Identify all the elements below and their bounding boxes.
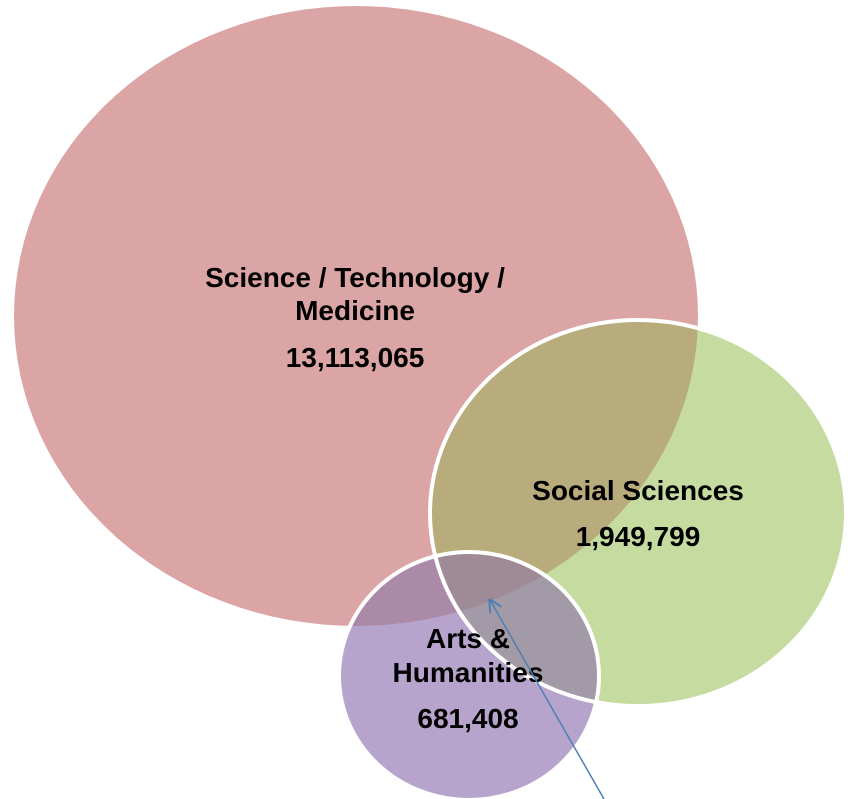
overlap-pointer-arrow	[490, 600, 605, 799]
arts-count: 681,408	[417, 703, 518, 734]
stm-count: 13,113,065	[286, 342, 425, 373]
arts-label-line-1: Arts &	[426, 623, 510, 654]
arts-humanities-outline	[337, 550, 601, 799]
stm-label-line-2: Medicine	[295, 295, 415, 326]
social-sciences-outline	[428, 318, 848, 708]
stm-label-line-1: Science / Technology /	[205, 262, 505, 293]
social-sciences-label: Social Sciences	[532, 475, 744, 506]
arts-label-line-2: Humanities	[393, 657, 544, 688]
social-sciences-count: 1,949,799	[576, 521, 701, 552]
